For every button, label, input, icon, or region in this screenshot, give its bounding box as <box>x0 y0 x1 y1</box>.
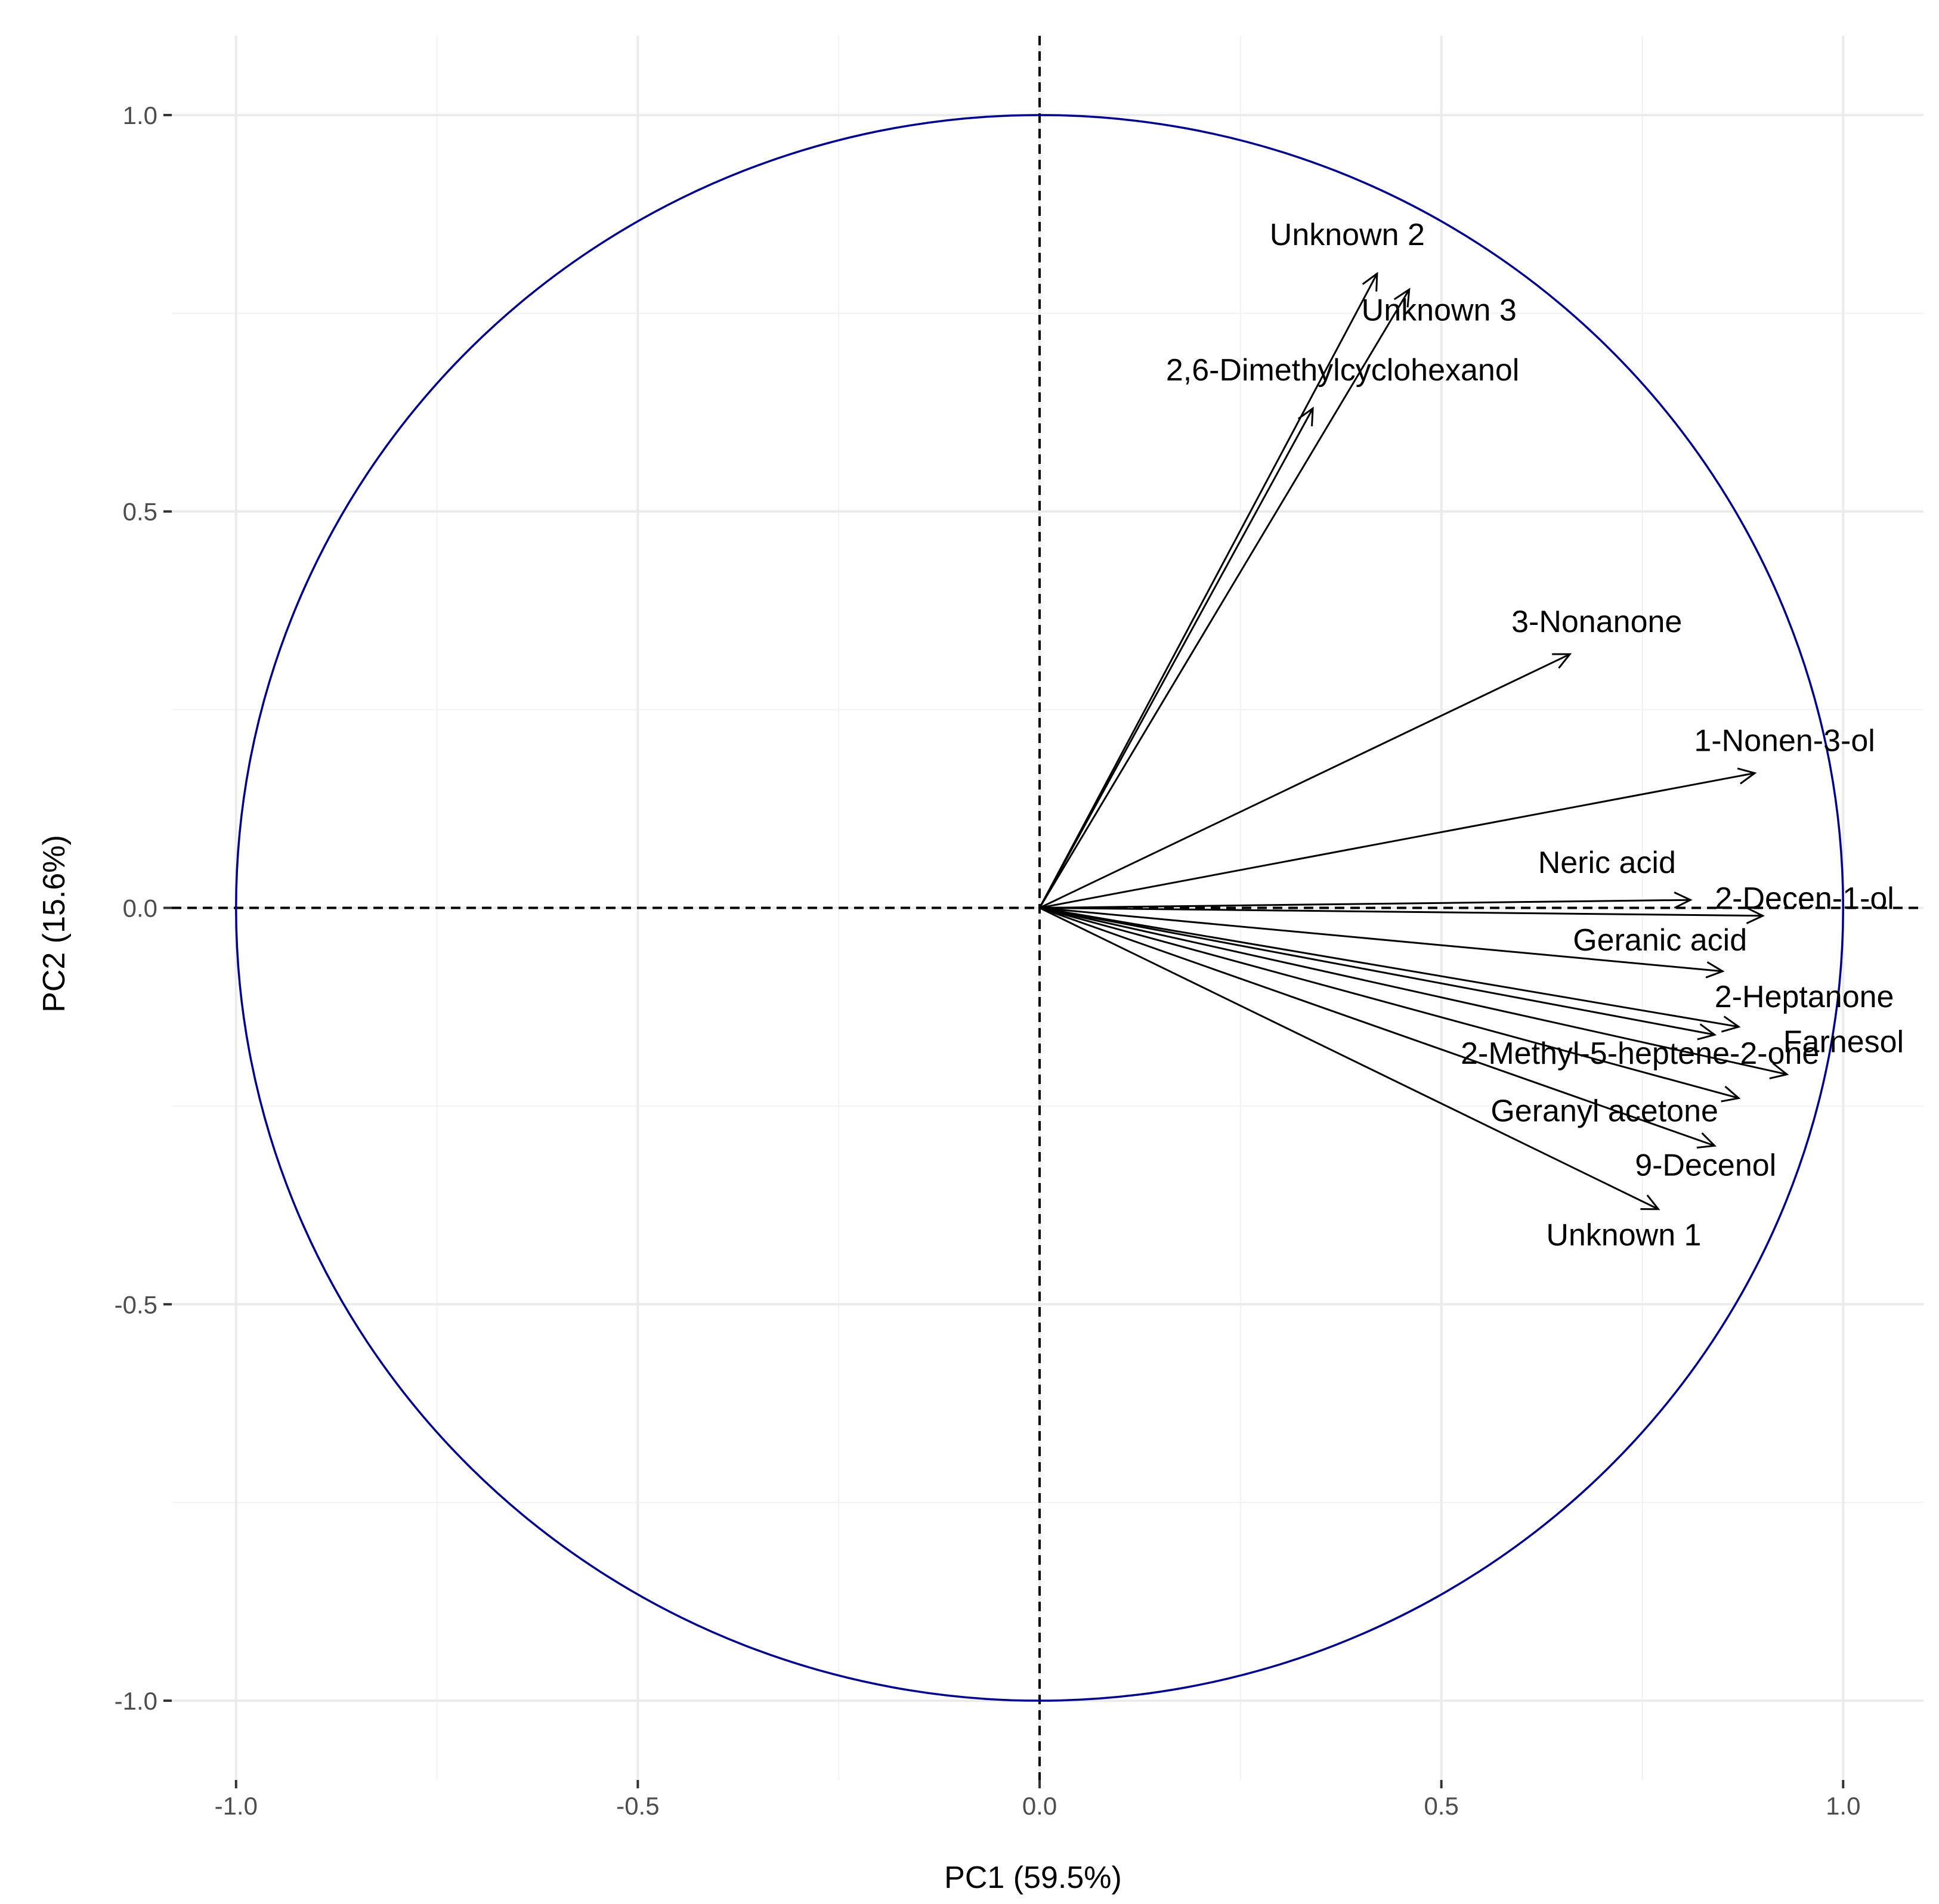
arrow-3-nonanone <box>1039 653 1570 909</box>
y-tick-label: 1.0 <box>123 101 157 129</box>
unit-circle <box>235 114 1845 1702</box>
arrowhead-2-methyl-5-heptene-2-one <box>1697 1023 1717 1041</box>
arrowhead-farnesol <box>1769 1062 1789 1079</box>
label-3-nonanone: 3-Nonanone <box>1511 605 1682 639</box>
x-tick-label: -0.5 <box>616 1792 659 1820</box>
arrow-unknown-3 <box>1038 289 1411 909</box>
arrowhead-unknown-3 <box>1393 287 1411 308</box>
arrow-2-6-dimethylcyclohexanol <box>1038 408 1314 909</box>
y-tick-label: -0.5 <box>115 1290 157 1318</box>
y-tick-label: -1.0 <box>115 1687 157 1715</box>
x-tick-label: -1.0 <box>215 1792 258 1820</box>
arrowhead-neric-acid <box>1674 891 1693 909</box>
label-9-decenol: 9-Decenol <box>1635 1148 1776 1182</box>
label-neric-acid: Neric acid <box>1538 846 1676 880</box>
y-tick-label: 0.0 <box>123 894 157 922</box>
arrow-geranic-acid <box>1039 907 1723 973</box>
arrow-farnesol <box>1039 907 1788 1076</box>
arrowhead-2-heptanone <box>1721 1016 1741 1033</box>
arrow-1-nonen-3-ol <box>1039 772 1755 909</box>
label-2-methyl-5-heptene-2-one: 2-Methyl-5-heptene-2-one <box>1461 1036 1819 1071</box>
arrowhead-2-decen-1-ol <box>1746 907 1765 924</box>
arrow-2-heptanone <box>1039 907 1739 1028</box>
arrow-unknown-1 <box>1039 907 1659 1210</box>
variable-arrows-layer <box>1038 271 1789 1210</box>
arrow-neric-acid <box>1040 899 1691 909</box>
arrowhead-unknown-2 <box>1362 271 1378 292</box>
arrow-2-methyl-5-heptene-2-one <box>1039 907 1715 1036</box>
arrowhead-2-6-dimethylcyclohexanol <box>1297 406 1314 426</box>
y-tick-label: 0.5 <box>123 498 157 526</box>
label-2-6-dimethylcyclohexanol: 2,6-Dimethylcyclohexanol <box>1166 353 1520 388</box>
x-tick-label: 0.5 <box>1424 1792 1458 1820</box>
label-geranic-acid: Geranic acid <box>1573 923 1747 958</box>
arrowhead-geranic-acid <box>1705 961 1725 979</box>
label-farnesol: Farnesol <box>1783 1025 1904 1060</box>
arrowhead-geranyl-acetone <box>1721 1085 1741 1103</box>
label-unknown-2: Unknown 2 <box>1270 218 1425 252</box>
label-geranyl-acetone: Geranyl acetone <box>1490 1094 1718 1129</box>
x-tick-label: 1.0 <box>1826 1792 1860 1820</box>
label-1-nonen-3-ol: 1-Nonen-3-ol <box>1694 723 1875 758</box>
arrow-unknown-2 <box>1038 273 1378 909</box>
label-unknown-1: Unknown 1 <box>1546 1218 1701 1253</box>
x-axis-title: PC1 (59.5%) <box>944 1860 1122 1895</box>
arrowhead-3-nonanone <box>1552 653 1572 669</box>
arrow-2-decen-1-ol <box>1040 907 1763 917</box>
arrowhead-9-decenol <box>1696 1132 1717 1149</box>
variable-labels-layer: Unknown 2 Unknown 3 2,6-Dimethylcyclohexan… <box>1166 218 1904 1253</box>
x-tick-label: 0.0 <box>1022 1792 1057 1820</box>
y-axis-title: PC2 (15.6%) <box>37 835 72 1013</box>
label-2-decen-1-ol: 2-Decen-1-ol <box>1715 881 1894 916</box>
arrow-9-decenol <box>1039 907 1715 1147</box>
arrow-geranyl-acetone <box>1039 907 1739 1100</box>
axes-layer: -1.0 -0.5 0.0 0.5 1.0 -1.0 -0.5 0.0 0.5 1.0 <box>115 101 1861 1820</box>
label-2-heptanone: 2-Heptanone <box>1715 980 1894 1014</box>
arrowhead-1-nonen-3-ol <box>1737 767 1757 785</box>
unit-circle-layer <box>235 114 1845 1702</box>
label-unknown-3: Unknown 3 <box>1362 293 1517 327</box>
arrowhead-unknown-1 <box>1640 1194 1660 1210</box>
